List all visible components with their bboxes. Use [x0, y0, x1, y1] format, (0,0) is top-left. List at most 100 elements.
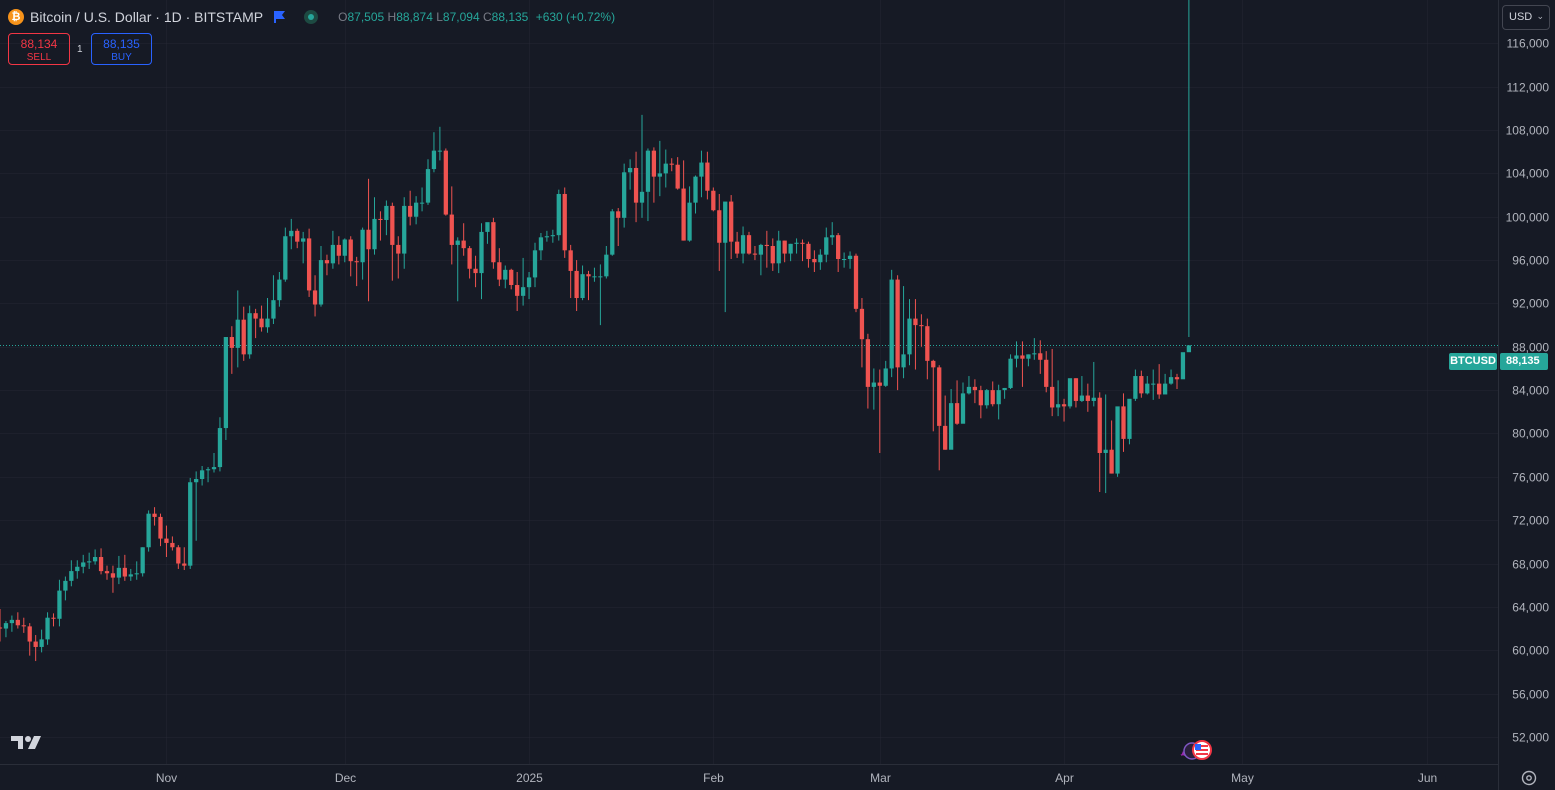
flag-icon[interactable] — [273, 11, 286, 23]
candle-down[interactable] — [461, 223, 466, 256]
candle-up[interactable] — [9, 615, 15, 632]
candle-up[interactable] — [1055, 380, 1061, 417]
candle-down[interactable] — [633, 151, 639, 223]
candle-up[interactable] — [871, 368, 876, 410]
candle-up[interactable] — [1145, 376, 1150, 395]
candle-up[interactable] — [342, 238, 347, 263]
candle-up[interactable] — [556, 189, 561, 241]
candle-up[interactable] — [550, 229, 555, 243]
candle-down[interactable] — [158, 513, 163, 547]
candle-up[interactable] — [1180, 352, 1186, 380]
candle-up[interactable] — [134, 561, 139, 580]
candle-down[interactable] — [182, 547, 187, 571]
candle-down[interactable] — [354, 256, 359, 287]
candle-down[interactable] — [1097, 392, 1102, 492]
candle-up[interactable] — [217, 417, 223, 472]
candle-down[interactable] — [651, 147, 657, 203]
candle-up[interactable] — [205, 467, 211, 483]
candle-up[interactable] — [1067, 378, 1073, 409]
candle-up[interactable] — [1032, 338, 1037, 360]
candle-up[interactable] — [639, 114, 645, 218]
candle-up[interactable] — [847, 251, 853, 269]
candle-up[interactable] — [57, 579, 62, 627]
candle-down[interactable] — [859, 298, 865, 368]
candle-up[interactable] — [384, 200, 389, 236]
symbol-title[interactable]: Bitcoin / U.S. Dollar · 1D · BITSTAMP — [30, 9, 264, 25]
candle-down[interactable] — [954, 380, 960, 425]
candle-up[interactable] — [413, 196, 419, 225]
candle-down[interactable] — [1050, 348, 1055, 417]
candle-down[interactable] — [568, 244, 573, 299]
candle-up[interactable] — [116, 555, 122, 585]
candle-down[interactable] — [746, 231, 752, 255]
candle-up[interactable] — [402, 197, 407, 269]
candle-up[interactable] — [63, 576, 68, 601]
candle-down[interactable] — [176, 545, 181, 569]
candle-down[interactable] — [865, 333, 871, 409]
candle-up[interactable] — [723, 201, 728, 313]
candle-up[interactable] — [1133, 369, 1138, 401]
candle-up[interactable] — [984, 389, 989, 409]
candle-down[interactable] — [443, 148, 448, 216]
candle-down[interactable] — [943, 395, 948, 450]
candle-down[interactable] — [467, 245, 472, 279]
candle-down[interactable] — [1073, 378, 1079, 408]
candle-up[interactable] — [199, 465, 205, 486]
candle-down[interactable] — [931, 359, 936, 432]
candle-up[interactable] — [330, 230, 336, 269]
candle-down[interactable] — [473, 255, 478, 288]
candle-up[interactable] — [223, 337, 229, 440]
candle-up[interactable] — [140, 547, 145, 577]
candle-up[interactable] — [318, 245, 324, 307]
candle-down[interactable] — [562, 187, 567, 258]
candle-down[interactable] — [1121, 393, 1126, 452]
candle-down[interactable] — [312, 275, 318, 317]
candle-down[interactable] — [348, 236, 353, 277]
candle-down[interactable] — [164, 525, 169, 558]
candle-down[interactable] — [122, 554, 127, 581]
candle-down[interactable] — [170, 536, 175, 551]
candle-down[interactable] — [681, 160, 686, 241]
candle-down[interactable] — [782, 240, 787, 263]
candle-down[interactable] — [877, 369, 882, 453]
candle-up[interactable] — [532, 242, 538, 288]
candle-up[interactable] — [1151, 369, 1156, 400]
candle-down[interactable] — [27, 623, 32, 656]
candle-up[interactable] — [544, 230, 550, 242]
candle-up[interactable] — [604, 245, 609, 279]
candle-down[interactable] — [717, 193, 722, 271]
candle-up[interactable] — [81, 554, 86, 574]
candle-up[interactable] — [687, 186, 692, 242]
candle-up[interactable] — [92, 549, 98, 565]
candle-down[interactable] — [509, 268, 514, 290]
candle-up[interactable] — [1162, 373, 1168, 395]
candle-up[interactable] — [622, 163, 627, 228]
candle-down[interactable] — [104, 565, 110, 580]
candle-up[interactable] — [1115, 406, 1120, 477]
candle-up[interactable] — [485, 222, 490, 244]
candle-down[interactable] — [586, 270, 591, 301]
candle-down[interactable] — [853, 253, 859, 313]
candle-up[interactable] — [996, 384, 1001, 420]
tradingview-logo-icon[interactable] — [11, 734, 43, 750]
candle-down[interactable] — [253, 308, 258, 339]
candle-down[interactable] — [913, 299, 918, 370]
candle-down[interactable] — [770, 238, 775, 271]
candle-down[interactable] — [449, 186, 454, 265]
settings-icon[interactable] — [1520, 769, 1538, 787]
candle-up[interactable] — [841, 252, 847, 268]
candle-up[interactable] — [758, 243, 764, 276]
buy-button[interactable]: 88,135 BUY — [91, 33, 152, 65]
candle-up[interactable] — [283, 227, 288, 282]
candle-up[interactable] — [437, 126, 443, 161]
candle-up[interactable] — [265, 298, 270, 333]
candle-down[interactable] — [306, 228, 312, 297]
candle-down[interactable] — [1157, 364, 1162, 399]
candle-down[interactable] — [98, 548, 104, 575]
candle-up[interactable] — [818, 249, 823, 270]
candle-up[interactable] — [699, 150, 704, 198]
candle-down[interactable] — [616, 208, 621, 246]
candle-down[interactable] — [990, 381, 995, 407]
candle-up[interactable] — [128, 568, 133, 581]
candle-up[interactable] — [824, 227, 829, 263]
